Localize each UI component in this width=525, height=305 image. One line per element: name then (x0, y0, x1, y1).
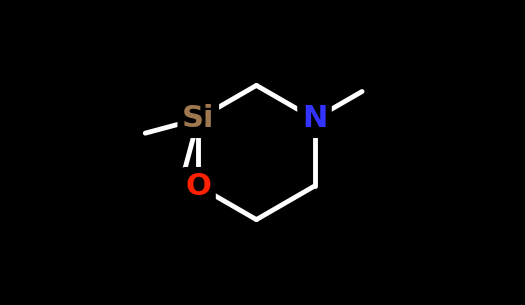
Text: O: O (185, 171, 211, 201)
Text: Si: Si (182, 104, 215, 134)
Text: N: N (302, 104, 327, 134)
